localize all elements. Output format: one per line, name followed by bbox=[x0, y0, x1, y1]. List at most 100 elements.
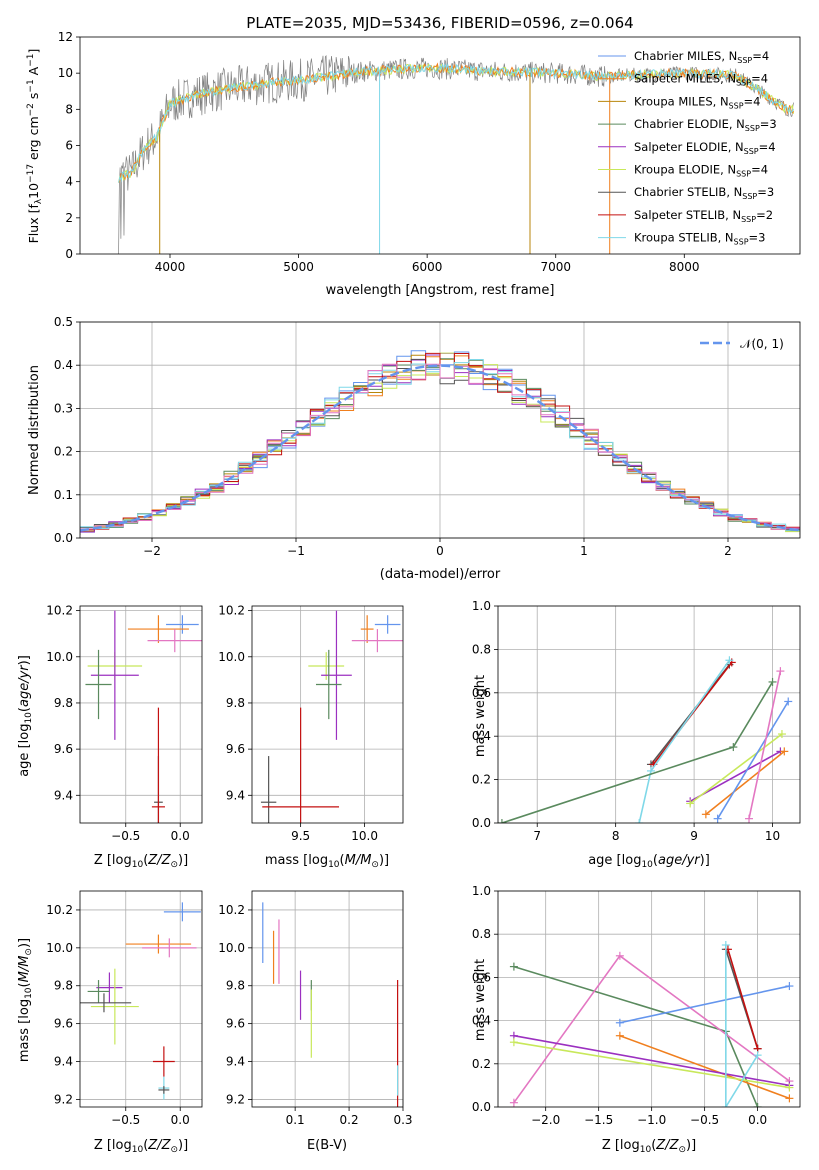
x-tick-label: 6000 bbox=[412, 260, 443, 274]
axes-frame bbox=[497, 890, 801, 1108]
axes-frame bbox=[251, 605, 404, 824]
y-tick-label: 10.2 bbox=[218, 903, 245, 917]
y-tick-label: 9.6 bbox=[54, 742, 73, 756]
y-tick-label: 9.4 bbox=[226, 1055, 245, 1069]
y-tick-label: 0.8 bbox=[472, 927, 491, 941]
y-tick-label: 10.0 bbox=[218, 650, 245, 664]
axes-1: −2 −1 0 1 2 0.0 0.1 0.2 0.3 0.4 0.5 bbox=[54, 315, 801, 558]
series-line-pink bbox=[748, 670, 782, 819]
plot-area bbox=[85, 610, 202, 823]
y-axis-label: mass weight bbox=[473, 675, 488, 757]
y-tick-label: 12 bbox=[58, 30, 73, 44]
y-tick-label: 10.0 bbox=[46, 941, 73, 955]
y-tick-label: 0.3 bbox=[54, 401, 73, 415]
y-axis-label: Flux [fλ10−17 erg cm−2 s−1 A−1] bbox=[26, 49, 44, 244]
y-tick-label: 10.0 bbox=[46, 650, 73, 664]
axes-frame bbox=[79, 605, 203, 824]
series-line-kroupa_elodie bbox=[689, 733, 783, 805]
x-tick-label: 0.2 bbox=[340, 1113, 359, 1127]
x-tick-label: −2 bbox=[143, 544, 161, 558]
y-tick-label: 10.2 bbox=[218, 604, 245, 618]
y-tick-label: 1.0 bbox=[472, 884, 491, 898]
y-tick-label: 0 bbox=[65, 247, 73, 261]
y-tick-label: 9.2 bbox=[54, 1092, 73, 1106]
x-tick-label: 5000 bbox=[283, 260, 314, 274]
y-tick-label: 10 bbox=[58, 66, 73, 80]
x-tick-label: −1.5 bbox=[584, 1113, 613, 1127]
y-tick-label: 0.8 bbox=[472, 642, 491, 656]
y-axis-label: age [log10(age/yr)] bbox=[17, 655, 34, 777]
y-tick-label: 10.0 bbox=[218, 941, 245, 955]
y-tick-label: 0.0 bbox=[472, 816, 491, 830]
axes-4: 7 8 9 10 0.0 0.2 0.4 0.6 0.8 1.0 bbox=[472, 599, 801, 843]
legend-entry: 𝒩(0, 1) bbox=[740, 337, 784, 351]
series-line-chabrier_miles bbox=[716, 701, 789, 820]
y-tick-label: 9.2 bbox=[226, 1092, 245, 1106]
y-tick-label: 0.2 bbox=[54, 445, 73, 459]
legend-entry: Kroupa STELIB, NSSP=3 bbox=[634, 231, 765, 247]
legend-entry: Chabrier ELODIE, NSSP=3 bbox=[634, 117, 777, 133]
plot-area bbox=[262, 902, 399, 1107]
series-line-kroupa_stelib bbox=[725, 945, 759, 1107]
series-line-chabrier_elodie bbox=[501, 681, 774, 823]
x-tick-label: −1.0 bbox=[637, 1113, 666, 1127]
chart-title: PLATE=2035, MJD=53436, FIBERID=0596, z=0… bbox=[246, 14, 633, 32]
x-tick-label: 0.1 bbox=[286, 1113, 305, 1127]
x-axis-label: (data-model)/error bbox=[380, 567, 501, 582]
y-tick-label: 2 bbox=[65, 211, 73, 225]
x-axis-label: Z [log10(Z/Z⊙)] bbox=[94, 1138, 188, 1155]
axes-2: −0.5 0.0 9.4 9.6 9.8 10.0 10.2 bbox=[46, 604, 203, 843]
x-axis-label: Z [log10(Z/Z⊙)] bbox=[94, 853, 188, 870]
y-tick-label: 8 bbox=[65, 102, 73, 116]
y-tick-label: 9.8 bbox=[226, 696, 245, 710]
y-tick-label: 10.2 bbox=[46, 903, 73, 917]
y-tick-label: 9.8 bbox=[226, 979, 245, 993]
series-line-salpeter_miles bbox=[705, 750, 785, 815]
y-tick-label: 4 bbox=[65, 175, 73, 189]
legend-entry: Chabrier STELIB, NSSP=3 bbox=[634, 185, 774, 201]
x-tick-label: 7 bbox=[533, 829, 541, 843]
series-line-salpeter_stelib bbox=[727, 949, 759, 1049]
axes-frame bbox=[497, 605, 801, 824]
x-tick-label: 0.3 bbox=[393, 1113, 412, 1127]
x-tick-label: −1 bbox=[287, 544, 305, 558]
y-tick-label: 6 bbox=[65, 139, 73, 153]
x-tick-label: −0.5 bbox=[111, 829, 140, 843]
y-tick-label: 9.8 bbox=[54, 979, 73, 993]
axes-7: −2.0 −1.5 −1.0 −0.5 0.0 0.0 0.2 0.4 0.6 0.8 1.0 bbox=[472, 884, 801, 1127]
y-tick-label: 9.4 bbox=[54, 1055, 73, 1069]
x-tick-label: 0.0 bbox=[171, 1113, 190, 1127]
x-tick-label: 8000 bbox=[669, 260, 700, 274]
x-axis-label: age [log10(age/yr)] bbox=[588, 853, 710, 870]
legend-entry: Kroupa ELODIE, NSSP=4 bbox=[634, 163, 768, 179]
model-line-salpeter_miles bbox=[118, 62, 794, 183]
y-tick-label: 0.6 bbox=[472, 970, 491, 984]
y-tick-label: 1.0 bbox=[472, 599, 491, 613]
axes-0: 4000 5000 6000 7000 8000 0 2 4 6 8 10 12 bbox=[58, 30, 801, 274]
x-tick-label: 4000 bbox=[155, 260, 186, 274]
y-tick-label: 0.1 bbox=[54, 488, 73, 502]
axes-3: 9.5 10.0 9.4 9.6 9.8 10.0 10.2 bbox=[218, 604, 404, 843]
plot-area bbox=[260, 610, 403, 823]
x-tick-label: 9 bbox=[690, 829, 698, 843]
legend-entry: Salpeter STELIB, NSSP=2 bbox=[634, 208, 773, 224]
x-axis-label: E(B-V) bbox=[307, 1138, 347, 1153]
y-tick-label: 9.4 bbox=[226, 788, 245, 802]
x-tick-label: 1 bbox=[580, 544, 588, 558]
y-axis-label: Normed distribution bbox=[27, 365, 42, 495]
histogram-pink bbox=[80, 363, 800, 534]
axes-6: 0.1 0.2 0.3 9.2 9.4 9.6 9.8 10.0 10.2 bbox=[218, 890, 413, 1127]
normal-curve bbox=[80, 364, 800, 532]
x-tick-label: 8 bbox=[612, 829, 620, 843]
y-tick-label: 0.5 bbox=[54, 315, 73, 329]
y-tick-label: 0.4 bbox=[472, 1014, 491, 1028]
plot-area bbox=[509, 941, 794, 1107]
plot-area bbox=[80, 902, 201, 1100]
y-axis-label: mass weight bbox=[473, 959, 488, 1041]
x-axis-label: wavelength [Angstrom, rest frame] bbox=[326, 283, 555, 298]
x-tick-label: 0.0 bbox=[171, 829, 190, 843]
plot-area bbox=[498, 656, 793, 823]
y-tick-label: 0.4 bbox=[54, 358, 73, 372]
y-tick-label: 10.2 bbox=[46, 604, 73, 618]
